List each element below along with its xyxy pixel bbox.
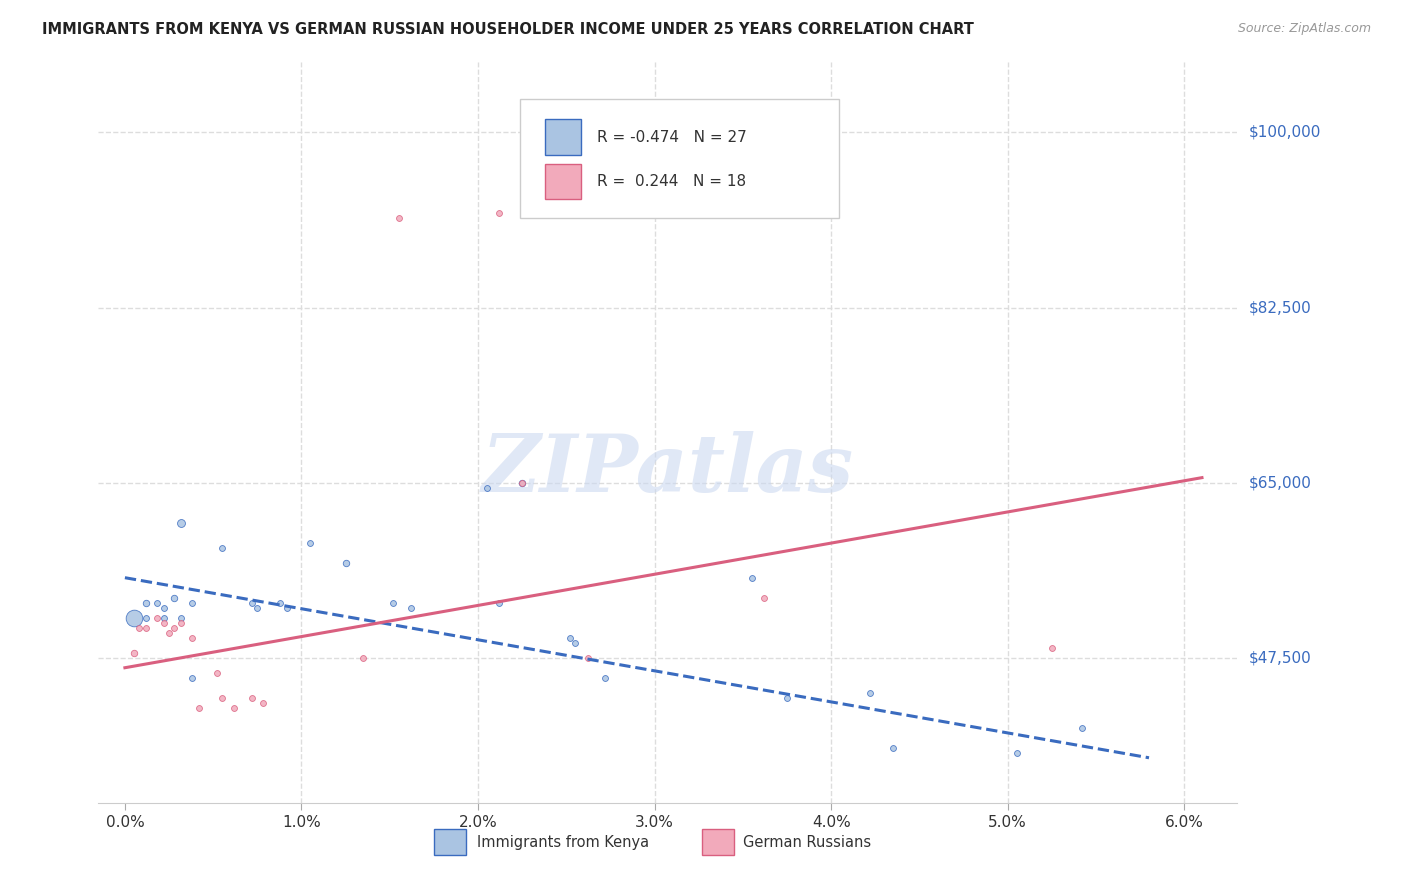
Text: Source: ZipAtlas.com: Source: ZipAtlas.com	[1237, 22, 1371, 36]
Point	[135, 611, 157, 625]
Point	[593, 671, 616, 685]
Text: IMMIGRANTS FROM KENYA VS GERMAN RUSSIAN HOUSEHOLDER INCOME UNDER 25 YEARS CORREL: IMMIGRANTS FROM KENYA VS GERMAN RUSSIAN …	[42, 22, 974, 37]
Point	[152, 600, 174, 615]
Point	[475, 481, 498, 495]
Point	[170, 611, 193, 625]
Point	[488, 596, 510, 610]
Point	[135, 621, 157, 635]
Point	[335, 556, 357, 570]
Point	[1040, 640, 1063, 655]
Point	[163, 621, 186, 635]
Point	[276, 600, 298, 615]
Text: Immigrants from Kenya: Immigrants from Kenya	[477, 835, 648, 849]
Point	[387, 211, 409, 225]
Point	[564, 636, 586, 650]
Point	[128, 621, 150, 635]
Text: R =  0.244   N = 18: R = 0.244 N = 18	[598, 174, 747, 189]
FancyBboxPatch shape	[546, 120, 581, 155]
Text: $100,000: $100,000	[1249, 125, 1320, 140]
Point	[859, 686, 882, 700]
Point	[246, 600, 269, 615]
Point	[181, 671, 204, 685]
FancyBboxPatch shape	[546, 164, 581, 200]
Point	[352, 650, 374, 665]
Point	[558, 631, 581, 645]
Point	[1005, 746, 1028, 760]
FancyBboxPatch shape	[434, 829, 467, 855]
FancyBboxPatch shape	[520, 99, 839, 218]
Point	[252, 696, 274, 710]
Point	[122, 611, 145, 625]
Text: R = -0.474   N = 27: R = -0.474 N = 27	[598, 129, 747, 145]
Point	[152, 611, 174, 625]
Point	[576, 650, 599, 665]
Point	[882, 740, 904, 755]
Point	[399, 600, 422, 615]
Point	[776, 690, 799, 705]
Point	[240, 690, 263, 705]
Point	[269, 596, 291, 610]
Point	[188, 700, 211, 714]
Text: $47,500: $47,500	[1249, 650, 1312, 665]
Text: $65,000: $65,000	[1249, 475, 1312, 490]
Point	[170, 516, 193, 530]
Point	[382, 596, 405, 610]
Point	[181, 631, 204, 645]
Point	[211, 541, 233, 555]
Point	[510, 475, 533, 490]
Point	[224, 700, 246, 714]
Point	[157, 625, 180, 640]
Text: German Russians: German Russians	[742, 835, 872, 849]
Point	[510, 475, 533, 490]
Point	[152, 615, 174, 630]
Point	[488, 205, 510, 219]
Point	[145, 596, 167, 610]
Point	[181, 596, 204, 610]
Point	[1070, 721, 1092, 735]
Point	[145, 611, 167, 625]
Point	[299, 535, 322, 549]
Point	[135, 596, 157, 610]
Text: ZIPatlas: ZIPatlas	[482, 431, 853, 508]
Point	[211, 690, 233, 705]
Point	[170, 615, 193, 630]
Point	[122, 646, 145, 660]
Text: $82,500: $82,500	[1249, 300, 1312, 315]
Point	[163, 591, 186, 605]
Point	[752, 591, 775, 605]
Point	[205, 665, 228, 680]
Point	[741, 571, 763, 585]
Point	[240, 596, 263, 610]
FancyBboxPatch shape	[702, 829, 734, 855]
